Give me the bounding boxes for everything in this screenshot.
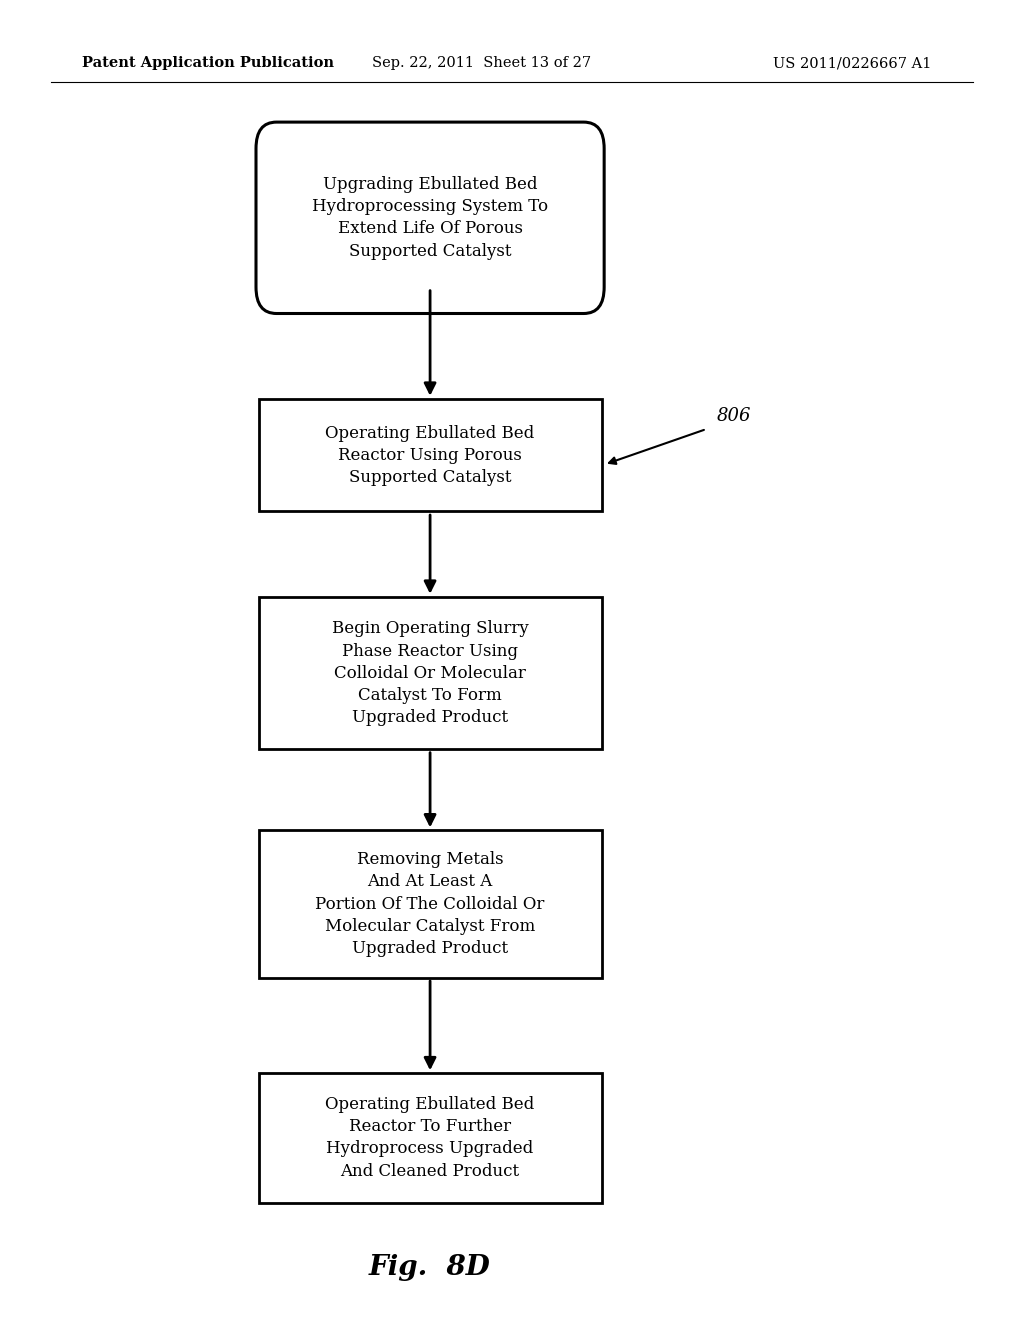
Text: US 2011/0226667 A1: US 2011/0226667 A1 — [773, 57, 932, 70]
Bar — [258, 1073, 601, 1203]
Bar — [258, 830, 601, 978]
Bar — [258, 597, 601, 750]
Text: Patent Application Publication: Patent Application Publication — [82, 57, 334, 70]
Text: 806: 806 — [717, 407, 752, 425]
Bar — [258, 399, 601, 511]
Text: Begin Operating Slurry
Phase Reactor Using
Colloidal Or Molecular
Catalyst To Fo: Begin Operating Slurry Phase Reactor Usi… — [332, 620, 528, 726]
FancyBboxPatch shape — [256, 123, 604, 314]
Text: Operating Ebullated Bed
Reactor Using Porous
Supported Catalyst: Operating Ebullated Bed Reactor Using Po… — [326, 425, 535, 486]
Text: Upgrading Ebullated Bed
Hydroprocessing System To
Extend Life Of Porous
Supporte: Upgrading Ebullated Bed Hydroprocessing … — [312, 176, 548, 260]
Text: Operating Ebullated Bed
Reactor To Further
Hydroprocess Upgraded
And Cleaned Pro: Operating Ebullated Bed Reactor To Furth… — [326, 1096, 535, 1180]
Text: Sep. 22, 2011  Sheet 13 of 27: Sep. 22, 2011 Sheet 13 of 27 — [372, 57, 591, 70]
Text: Removing Metals
And At Least A
Portion Of The Colloidal Or
Molecular Catalyst Fr: Removing Metals And At Least A Portion O… — [315, 851, 545, 957]
Text: Fig.  8D: Fig. 8D — [369, 1254, 492, 1280]
